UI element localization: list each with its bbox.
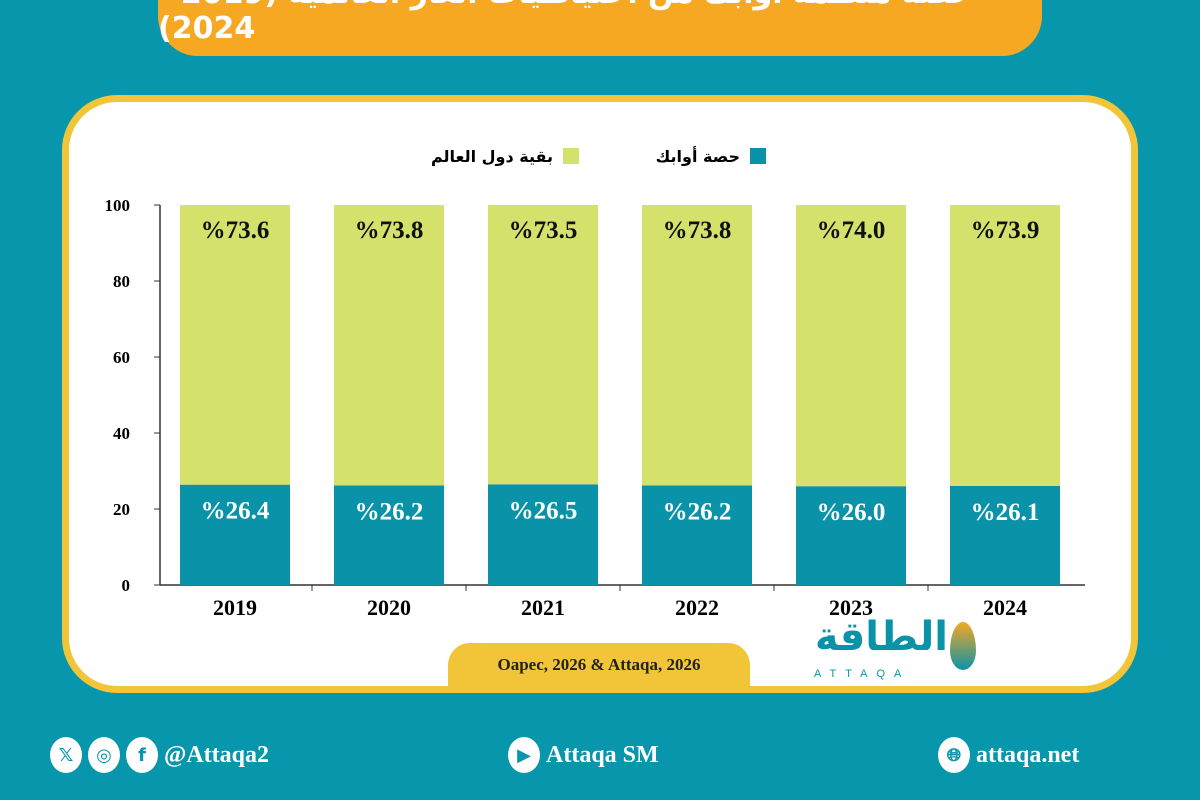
data-label: %73.8 (355, 217, 424, 244)
source-label: Oapec, 2026 & Attaqa, 2026 (448, 643, 750, 687)
bar-rest-2022 (642, 205, 752, 486)
legend-swatch-rest (563, 148, 579, 164)
logo-arabic: الطاقة (814, 614, 948, 660)
data-label: %74.0 (817, 217, 886, 244)
data-label: %73.5 (509, 217, 578, 244)
x-tick-label: 2024 (983, 595, 1027, 620)
data-label: %26.1 (971, 499, 1040, 526)
data-label: %73.6 (201, 217, 270, 244)
footer-youtube: ▶ Attaqa SM (508, 735, 659, 775)
bar-rest-2020 (334, 205, 444, 486)
x-tick-label: 2020 (367, 595, 411, 620)
logo-drop-icon (950, 622, 976, 670)
facebook-icon[interactable]: f (126, 737, 158, 773)
data-label: %26.5 (509, 497, 578, 524)
x-tick-label: 2022 (675, 595, 719, 620)
attaqa-logo: الطاقة ATTAQA (808, 614, 978, 688)
y-tick-label: 0 (122, 576, 131, 595)
bar-opec-2023 (796, 486, 906, 585)
y-tick-label: 40 (113, 424, 130, 443)
footer-website: 🌐︎ attaqa.net (938, 735, 1079, 775)
data-label: %73.8 (663, 217, 732, 244)
data-label: %26.4 (201, 498, 270, 525)
globe-icon[interactable]: 🌐︎ (938, 737, 970, 773)
x-tick-label: 2023 (829, 595, 873, 620)
bar-opec-2022 (642, 485, 752, 585)
instagram-icon[interactable]: ◎ (88, 737, 120, 773)
x-tick-label: 2021 (521, 595, 565, 620)
data-label: %73.9 (971, 217, 1040, 244)
logo-english: ATTAQA (814, 668, 911, 680)
website-link[interactable]: attaqa.net (976, 741, 1080, 768)
chart-title: حصة منظمة أوابك من احتياطيات الغاز العال… (158, 0, 971, 46)
data-label: %26.0 (817, 499, 886, 526)
bar-rest-2023 (796, 205, 906, 487)
bar-opec-2020 (334, 485, 444, 585)
legend: حصة أوابك بقية دول العالم (431, 146, 766, 166)
youtube-channel[interactable]: Attaqa SM (546, 741, 659, 768)
bar-rest-2021 (488, 205, 598, 485)
data-label: %26.2 (355, 498, 424, 525)
bar-opec-2021 (488, 484, 598, 585)
legend-swatch-opec (750, 148, 766, 164)
bar-opec-2024 (950, 485, 1060, 585)
y-tick-label: 20 (113, 500, 130, 519)
footer-social: 𝕏 ◎ f @Attaqa2 (50, 735, 269, 775)
bar-rest-2024 (950, 205, 1060, 486)
youtube-icon[interactable]: ▶ (508, 737, 540, 773)
bar-rest-2019 (180, 205, 290, 485)
legend-label-rest: بقية دول العالم (431, 147, 553, 166)
y-tick-label: 60 (113, 348, 130, 367)
y-tick-label: 80 (113, 272, 130, 291)
social-handle[interactable]: @Attaqa2 (164, 741, 269, 768)
title-bar: حصة منظمة أوابك من احتياطيات الغاز العال… (158, 0, 1042, 56)
legend-label-opec: حصة أوابك (656, 146, 740, 166)
x-icon[interactable]: 𝕏 (50, 737, 82, 773)
bar-opec-2019 (180, 484, 290, 585)
x-tick-label: 2019 (213, 595, 257, 620)
data-label: %26.2 (663, 498, 732, 525)
y-tick-label: 100 (105, 196, 131, 215)
